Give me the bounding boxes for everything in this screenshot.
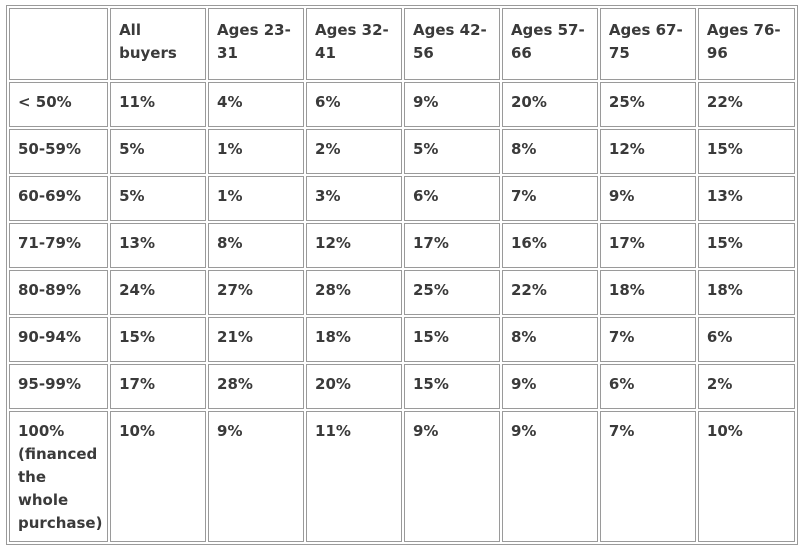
row-label-cell: 50-59%: [9, 129, 109, 174]
table-cell: 15%: [403, 364, 500, 409]
header-cell-all-buyers: All buyers: [110, 8, 207, 80]
table-cell: 17%: [403, 223, 500, 268]
table-row: 80-89% 24% 27% 28% 25% 22% 18% 18%: [9, 270, 795, 315]
row-label-cell: 71-79%: [9, 223, 109, 268]
table-cell: 27%: [208, 270, 305, 315]
table-cell: 15%: [697, 223, 795, 268]
data-table: All buyers Ages 23-31 Ages 32-41 Ages 42…: [6, 5, 798, 545]
row-label-cell: 90-94%: [9, 317, 109, 362]
header-row: All buyers Ages 23-31 Ages 32-41 Ages 42…: [9, 8, 795, 80]
table-cell: 1%: [208, 129, 305, 174]
header-cell-ages-76-96: Ages 76-96: [697, 8, 795, 80]
table-cell: 15%: [403, 317, 500, 362]
table-cell: 7%: [501, 176, 598, 221]
table-cell: 1%: [208, 176, 305, 221]
table-cell: 7%: [599, 317, 696, 362]
table-cell: 11%: [110, 82, 207, 127]
table-cell: 7%: [599, 411, 696, 542]
table-cell: 9%: [403, 82, 500, 127]
table-cell: 22%: [501, 270, 598, 315]
table-cell: 20%: [306, 364, 402, 409]
table-cell: 5%: [110, 176, 207, 221]
table-cell: 9%: [403, 411, 500, 542]
header-cell-ages-23-31: Ages 23-31: [208, 8, 305, 80]
table-cell: 6%: [306, 82, 402, 127]
table-row: 50-59% 5% 1% 2% 5% 8% 12% 15%: [9, 129, 795, 174]
table-cell: 6%: [403, 176, 500, 221]
table-cell: 3%: [306, 176, 402, 221]
row-label-cell: 60-69%: [9, 176, 109, 221]
table-cell: 13%: [697, 176, 795, 221]
table-row: < 50% 11% 4% 6% 9% 20% 25% 22%: [9, 82, 795, 127]
table-cell: 8%: [501, 317, 598, 362]
header-cell-ages-42-56: Ages 42-56: [403, 8, 500, 80]
table-cell: 11%: [306, 411, 402, 542]
table-cell: 28%: [208, 364, 305, 409]
table-cell: 20%: [501, 82, 598, 127]
table-cell: 13%: [110, 223, 207, 268]
table-cell: 28%: [306, 270, 402, 315]
table-cell: 9%: [208, 411, 305, 542]
table-row: 60-69% 5% 1% 3% 6% 7% 9% 13%: [9, 176, 795, 221]
table-row: 90-94% 15% 21% 18% 15% 8% 7% 6%: [9, 317, 795, 362]
table-cell: 9%: [501, 411, 598, 542]
table-cell: 25%: [403, 270, 500, 315]
table-cell: 12%: [599, 129, 696, 174]
table-cell: 12%: [306, 223, 402, 268]
table-cell: 6%: [697, 317, 795, 362]
table-cell: 6%: [599, 364, 696, 409]
table-cell: 16%: [501, 223, 598, 268]
table-cell: 18%: [599, 270, 696, 315]
table-cell: 5%: [403, 129, 500, 174]
table-cell: 25%: [599, 82, 696, 127]
table-cell: 9%: [501, 364, 598, 409]
header-cell-ages-32-41: Ages 32-41: [306, 8, 402, 80]
table-cell: 8%: [208, 223, 305, 268]
table-cell: 2%: [697, 364, 795, 409]
header-cell-ages-57-66: Ages 57-66: [501, 8, 598, 80]
table-cell: 22%: [697, 82, 795, 127]
table-cell: 24%: [110, 270, 207, 315]
table-cell: 4%: [208, 82, 305, 127]
table-cell: 17%: [599, 223, 696, 268]
table-cell: 9%: [599, 176, 696, 221]
row-label-cell: 95-99%: [9, 364, 109, 409]
row-label-cell: 80-89%: [9, 270, 109, 315]
row-label-cell: < 50%: [9, 82, 109, 127]
table-cell: 8%: [501, 129, 598, 174]
table-row: 95-99% 17% 28% 20% 15% 9% 6% 2%: [9, 364, 795, 409]
header-cell-empty: [9, 8, 109, 80]
row-label-cell: 100% (financed the whole purchase): [9, 411, 109, 542]
table-cell: 15%: [697, 129, 795, 174]
table-row: 71-79% 13% 8% 12% 17% 16% 17% 15%: [9, 223, 795, 268]
table-cell: 2%: [306, 129, 402, 174]
table-container: All buyers Ages 23-31 Ages 32-41 Ages 42…: [6, 5, 798, 545]
table-row: 100% (financed the whole purchase) 10% 9…: [9, 411, 795, 542]
table-cell: 10%: [110, 411, 207, 542]
table-cell: 10%: [697, 411, 795, 542]
table-cell: 18%: [697, 270, 795, 315]
table-cell: 17%: [110, 364, 207, 409]
table-cell: 5%: [110, 129, 207, 174]
header-cell-ages-67-75: Ages 67-75: [599, 8, 696, 80]
table-cell: 15%: [110, 317, 207, 362]
table-cell: 18%: [306, 317, 402, 362]
table-cell: 21%: [208, 317, 305, 362]
